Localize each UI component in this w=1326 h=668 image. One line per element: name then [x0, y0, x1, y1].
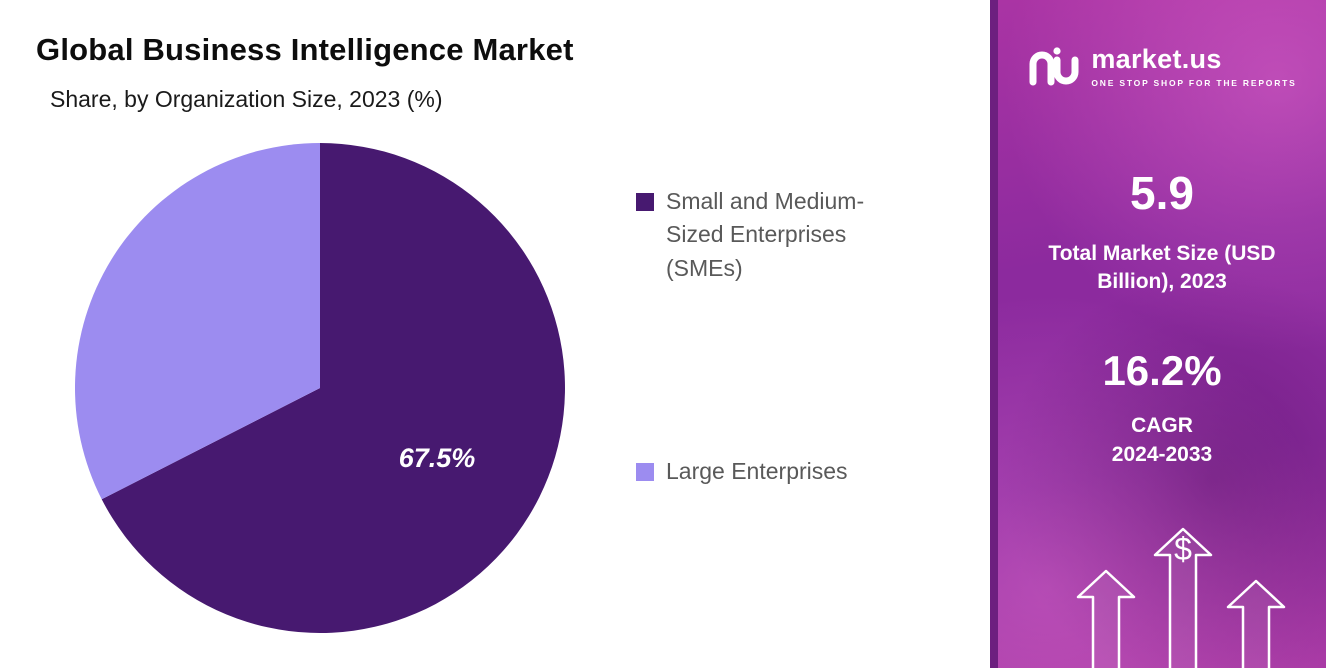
legend-marker — [636, 463, 654, 482]
cagr-period: 2024-2033 — [1111, 443, 1213, 467]
growth-arrows-icon — [1076, 527, 1286, 668]
cagr-label: CAGR — [1131, 413, 1193, 437]
pie-slice — [101, 143, 565, 633]
page-subtitle: Share, by Organization Size, 2023 (%) — [50, 86, 443, 112]
legend-item: Large Enterprises — [636, 455, 936, 488]
legend-label: Small and Medium-Sized Enterprises (SMEs… — [666, 188, 865, 281]
pie-slice — [74, 142, 321, 500]
brand-text: market.us ONE STOP SHOP FOR THE REPORTS — [1091, 44, 1296, 88]
brand-name: market.us — [1091, 44, 1222, 74]
legend: Small and Medium-Sized Enterprises (SMEs… — [636, 185, 936, 488]
brand-logo: market.us ONE STOP SHOP FOR THE REPORTS — [998, 44, 1326, 88]
brand-tagline: ONE STOP SHOP FOR THE REPORTS — [1091, 78, 1297, 88]
pie-data-label: 67.5% — [399, 443, 476, 473]
page-title: Global Business Intelligence Market — [36, 32, 574, 67]
pie-chart-svg: 67.5% — [74, 142, 565, 633]
cagr-value: 16.2% — [1102, 346, 1222, 394]
brand-sidebar: market.us ONE STOP SHOP FOR THE REPORTS … — [990, 0, 1326, 668]
legend-item: Small and Medium-Sized Enterprises (SMEs… — [636, 185, 936, 285]
legend-label: Large Enterprises — [666, 458, 848, 485]
market-size-label: Total Market Size (USD Billion), 2023 — [1048, 242, 1276, 294]
market-size-value: 5.9 — [1130, 167, 1194, 219]
stats-block: 5.9 Total Market Size (USD Billion), 202… — [998, 166, 1326, 469]
legend-marker — [636, 193, 654, 211]
market-us-logo-icon — [1027, 45, 1081, 87]
chart-area: Global Business Intelligence Market Shar… — [36, 32, 936, 638]
dollar-icon: $ — [998, 531, 1326, 568]
pie-chart: 67.5% — [70, 138, 570, 638]
